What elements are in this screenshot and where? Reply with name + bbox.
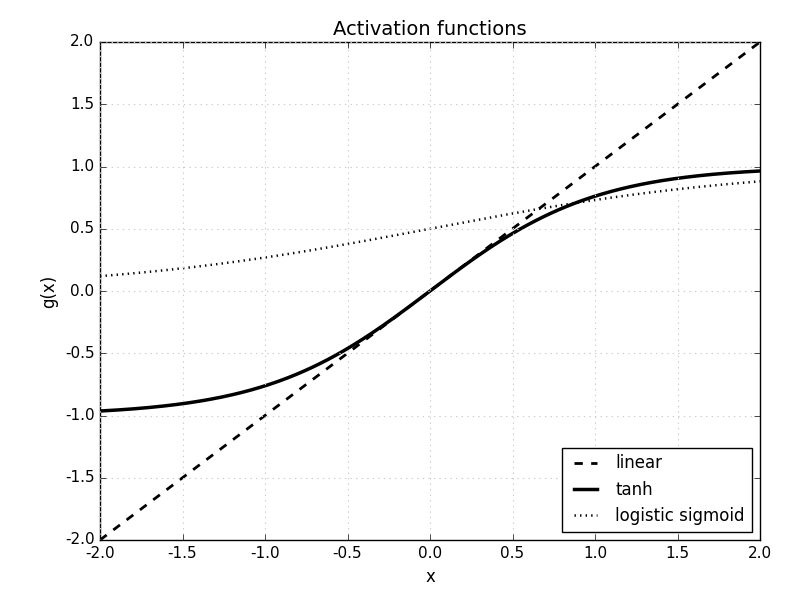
logistic sigmoid (409, 228, 418, 235)
linear (739, 50, 749, 58)
tanh (739, 169, 749, 176)
Line: tanh: tanh (100, 171, 760, 411)
Legend: linear, tanh, logistic sigmoid: linear, tanh, logistic sigmoid (562, 448, 752, 532)
Line: linear: linear (100, 42, 760, 540)
logistic sigmoid (739, 179, 749, 186)
Y-axis label: g(x): g(x) (40, 274, 58, 308)
logistic sigmoid (755, 178, 765, 185)
logistic sigmoid (95, 272, 105, 280)
Line: logistic sigmoid: logistic sigmoid (100, 181, 760, 276)
tanh (95, 407, 105, 415)
logistic sigmoid (413, 227, 422, 235)
X-axis label: x: x (425, 568, 435, 586)
linear (409, 300, 418, 307)
tanh (488, 242, 498, 250)
linear (452, 267, 462, 274)
tanh (413, 297, 422, 304)
linear (95, 536, 105, 544)
tanh (452, 267, 462, 274)
Title: Activation functions: Activation functions (333, 20, 527, 39)
tanh (409, 300, 418, 307)
logistic sigmoid (636, 190, 646, 197)
logistic sigmoid (488, 214, 498, 221)
linear (755, 38, 765, 46)
linear (413, 297, 422, 304)
linear (488, 240, 498, 247)
tanh (636, 181, 646, 188)
linear (636, 128, 646, 136)
logistic sigmoid (452, 220, 462, 227)
tanh (755, 167, 765, 175)
